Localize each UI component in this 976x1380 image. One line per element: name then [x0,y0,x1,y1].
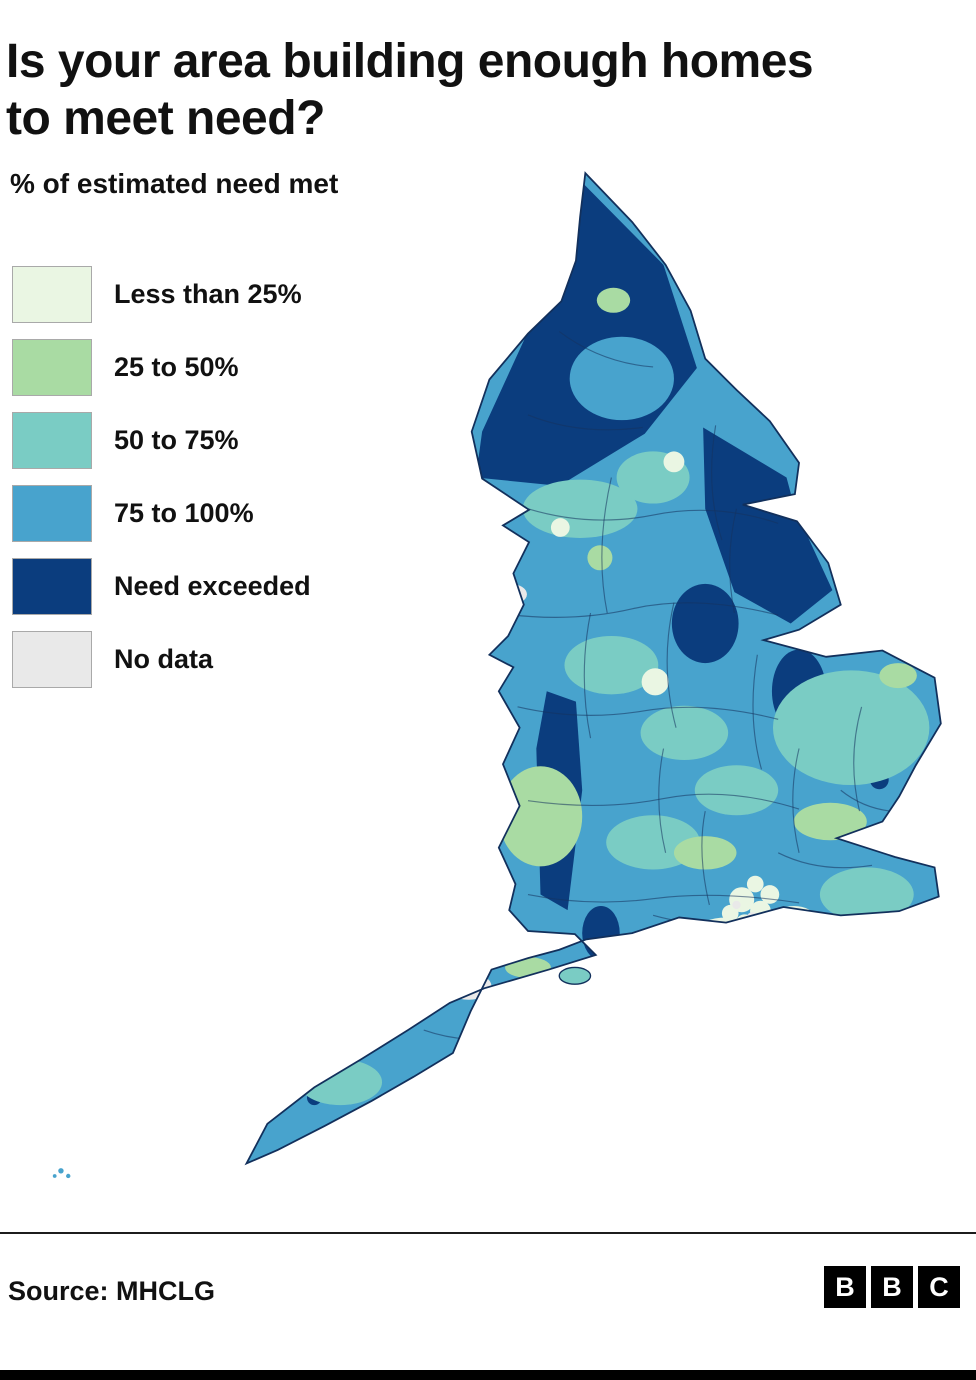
bbc-logo: B B C [824,1266,960,1308]
legend-item: No data [12,631,311,688]
legend-swatch-no-data [12,631,92,688]
legend-label: 75 to 100% [114,498,254,528]
legend-item: 75 to 100% [12,485,311,542]
england-coastline [244,171,942,1166]
legend-item: 25 to 50% [12,339,311,396]
legend-label: 25 to 50% [114,352,239,382]
isles-of-scilly [52,1168,71,1179]
page-title: Is your area building enough homes to me… [6,35,814,145]
isle-of-wight [558,966,592,985]
bbc-logo-letter: C [918,1266,960,1308]
england-choropleth-map [38,160,945,1212]
bbc-logo-letter: B [871,1266,913,1308]
legend-item: Need exceeded [12,558,311,615]
legend-item: Less than 25% [12,266,311,323]
legend-swatch-75-to-100 [12,485,92,542]
map-regions [246,173,941,1164]
map-subtitle: % of estimated need met [10,168,339,199]
legend-label: Need exceeded [114,571,311,601]
bottom-black-bar [0,1370,976,1380]
legend-label: Less than 25% [114,279,302,309]
district-boundaries [423,331,914,1040]
legend-swatch-less-than-25 [12,266,92,323]
footer-divider [0,1232,976,1234]
legend-label: 50 to 75% [114,425,239,455]
legend-swatch-need-exceeded [12,558,92,615]
bbc-logo-letter: B [824,1266,866,1308]
legend-item: 50 to 75% [12,412,311,469]
legend: Less than 25% 25 to 50% 50 to 75% 75 to … [12,266,311,704]
england-map-svg [52,171,942,1179]
legend-swatch-25-to-50 [12,339,92,396]
legend-label: No data [114,644,214,674]
source-credit: Source: MHCLG [8,1276,216,1306]
legend-swatch-50-to-75 [12,412,92,469]
